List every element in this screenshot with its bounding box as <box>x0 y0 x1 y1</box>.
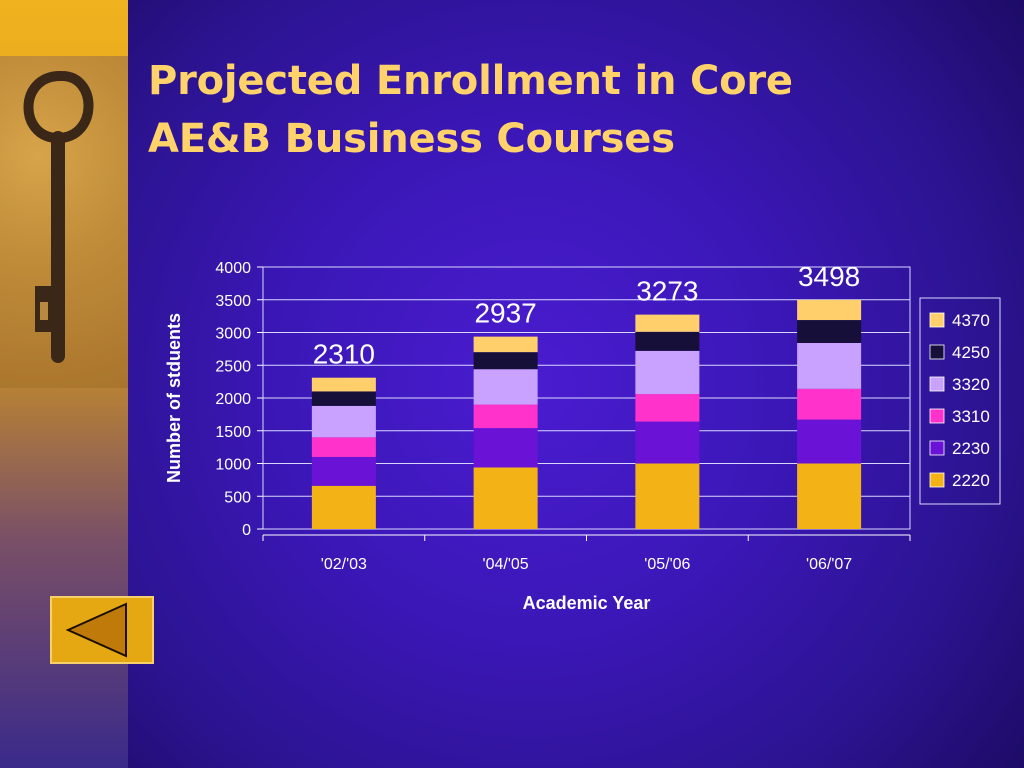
legend-label-2230: 2230 <box>952 439 990 458</box>
bar-total-label: 3273 <box>636 276 698 307</box>
y-tick-label: 1000 <box>215 457 251 474</box>
bar-segment-3310 <box>311 437 376 457</box>
legend-label-3320: 3320 <box>952 375 990 394</box>
legend-label-4250: 4250 <box>952 343 990 362</box>
enrollment-chart: 0 500 1000 1500 2000 2500 3000 3500 4000 '02/'03 2… <box>150 250 1010 630</box>
x-tick-label: '06/'07 <box>806 556 852 573</box>
slide-title: Projected Enrollment in Core AE&B Busine… <box>148 52 968 168</box>
bar-total-label: 2937 <box>474 298 536 329</box>
slide-title-line2: AE&B Business Courses <box>148 116 675 162</box>
legend-label-4370: 4370 <box>952 311 990 330</box>
bar-segment-4370 <box>473 336 538 353</box>
x-tick-label: '05/'06 <box>644 556 690 573</box>
bar-segment-3310 <box>473 404 538 429</box>
x-axis-title: Academic Year <box>523 593 651 613</box>
bar-segment-4370 <box>635 314 700 332</box>
legend-box <box>919 297 1001 505</box>
bar-segment-2220 <box>473 467 538 529</box>
bar-segment-2220 <box>797 463 862 529</box>
legend-swatch-2220 <box>929 472 945 488</box>
legend-swatch-4250 <box>929 344 945 360</box>
y-tick-label: 500 <box>224 489 251 506</box>
bar-segment-3310 <box>635 394 700 422</box>
legend-swatch-4370 <box>929 312 945 328</box>
bar-total-label: 2310 <box>313 339 375 370</box>
bar-segment-4370 <box>797 299 862 321</box>
bar-segment-2230 <box>797 419 862 464</box>
x-tick-label: '04/'05 <box>483 556 529 573</box>
y-axis-title: Number of stduents <box>164 313 184 483</box>
bar-segment-2220 <box>311 485 376 529</box>
bar-segment-2220 <box>635 463 700 529</box>
triangle-left-icon <box>65 602 127 658</box>
legend-swatch-3310 <box>929 408 945 424</box>
bar-segment-4250 <box>797 320 862 343</box>
y-tick-label: 2000 <box>215 391 251 408</box>
chart-legend: 4370 4250 3320 3310 2230 2220 <box>919 297 1001 505</box>
slide-title-line1: Projected Enrollment in Core <box>148 58 793 104</box>
bar-segment-2230 <box>473 428 538 468</box>
bar-segment-4250 <box>473 352 538 370</box>
x-tick-label: '02/'03 <box>321 556 367 573</box>
y-tick-label: 3500 <box>215 293 251 310</box>
bar-segment-3320 <box>635 350 700 395</box>
chart-svg: 0 500 1000 1500 2000 2500 3000 3500 4000 '02/'03 2… <box>164 260 1001 613</box>
legend-label-2220: 2220 <box>952 471 990 490</box>
previous-slide-button[interactable] <box>50 596 154 664</box>
y-tick-label: 4000 <box>215 260 251 277</box>
bar-segment-4250 <box>311 391 376 406</box>
plot-area: 0 500 1000 1500 2000 2500 3000 3500 4000 '02/'03 2… <box>164 260 911 613</box>
bar-segment-4370 <box>311 377 376 392</box>
bar-segment-3320 <box>311 405 376 438</box>
legend-label-3310: 3310 <box>952 407 990 426</box>
slide-content-area <box>128 0 1024 768</box>
y-tick-label: 3000 <box>215 326 251 343</box>
bar-segment-2230 <box>635 421 700 464</box>
bar-segment-3320 <box>797 342 862 389</box>
key-photo <box>0 56 128 388</box>
legend-swatch-3320 <box>929 376 945 392</box>
y-tick-label: 0 <box>242 522 251 539</box>
key-icon <box>23 70 94 363</box>
y-tick-label: 2500 <box>215 358 251 375</box>
bar-total-label: 3498 <box>798 261 860 292</box>
y-tick-label: 1500 <box>215 424 251 441</box>
bar-segment-3310 <box>797 388 862 420</box>
legend-swatch-2230 <box>929 440 945 456</box>
bar-segment-3320 <box>473 369 538 405</box>
bar-segment-2230 <box>311 456 376 486</box>
bar-segment-4250 <box>635 331 700 351</box>
